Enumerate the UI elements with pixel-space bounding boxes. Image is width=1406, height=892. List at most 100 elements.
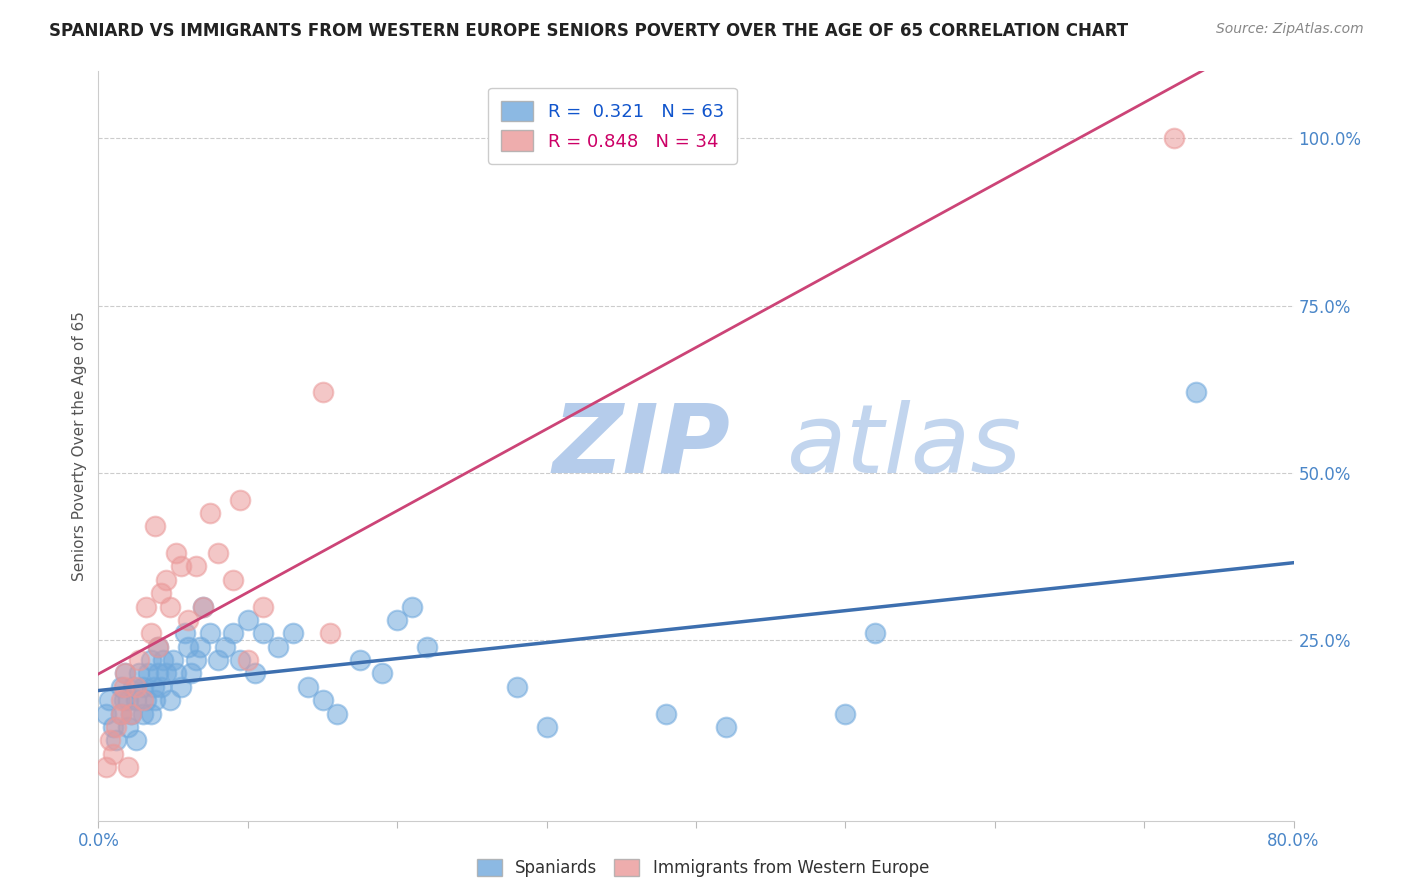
Point [94, 760, 117, 774]
Point [416, 640, 439, 654]
Point [385, 613, 409, 627]
Point [229, 653, 252, 667]
Point [155, 666, 177, 681]
Point [120, 706, 142, 721]
Point [169, 559, 191, 574]
Point [214, 640, 236, 654]
Point [110, 693, 132, 707]
Point [169, 680, 191, 694]
Point [94, 706, 117, 721]
Point [125, 680, 148, 694]
Point [97, 693, 120, 707]
Point [177, 613, 200, 627]
Point [117, 760, 139, 774]
Point [207, 546, 229, 560]
Point [136, 666, 159, 681]
Point [152, 653, 174, 667]
Point [200, 506, 222, 520]
Point [311, 693, 333, 707]
Point [229, 492, 252, 507]
Point [128, 653, 150, 667]
Point [110, 706, 132, 721]
Text: ZIP: ZIP [553, 400, 731, 492]
Point [105, 733, 128, 747]
Point [139, 706, 162, 721]
Point [150, 680, 173, 694]
Point [125, 693, 148, 707]
Point [236, 653, 259, 667]
Point [162, 653, 184, 667]
Point [150, 586, 173, 600]
Point [110, 680, 132, 694]
Point [117, 693, 139, 707]
Point [112, 693, 135, 707]
Point [536, 720, 558, 734]
Point [191, 599, 214, 614]
Point [135, 599, 157, 614]
Point [117, 720, 139, 734]
Point [110, 706, 132, 721]
Point [222, 626, 245, 640]
Legend: R =  0.321   N = 63, R = 0.848   N = 34: R = 0.321 N = 63, R = 0.848 N = 34 [488, 88, 737, 164]
Point [506, 680, 529, 694]
Point [148, 666, 170, 681]
Point [139, 653, 162, 667]
Point [105, 720, 128, 734]
Point [148, 640, 170, 654]
Point [143, 693, 166, 707]
Point [326, 706, 349, 721]
Point [128, 666, 150, 681]
Point [180, 666, 202, 681]
Point [120, 706, 142, 721]
Point [177, 640, 200, 654]
Point [865, 626, 887, 640]
Point [143, 519, 166, 533]
Point [207, 653, 229, 667]
Point [834, 706, 856, 721]
Legend: Spaniards, Immigrants from Western Europe: Spaniards, Immigrants from Western Europ… [471, 852, 935, 884]
Point [401, 599, 423, 614]
Y-axis label: Seniors Poverty Over the Age of 65: Seniors Poverty Over the Age of 65 [72, 311, 87, 581]
Point [714, 720, 737, 734]
Point [200, 626, 222, 640]
Point [1185, 385, 1208, 400]
Point [132, 680, 155, 694]
Point [319, 626, 342, 640]
Point [165, 546, 187, 560]
Point [245, 666, 267, 681]
Point [148, 640, 170, 654]
Point [174, 626, 197, 640]
Point [125, 733, 148, 747]
Point [103, 720, 125, 734]
Point [184, 559, 207, 574]
Point [142, 680, 165, 694]
Point [184, 653, 207, 667]
Text: Source: ZipAtlas.com: Source: ZipAtlas.com [1216, 22, 1364, 37]
Point [159, 693, 181, 707]
Point [165, 666, 187, 681]
Point [188, 640, 211, 654]
Point [222, 573, 245, 587]
Point [132, 693, 155, 707]
Point [267, 640, 290, 654]
Point [121, 680, 143, 694]
Point [114, 666, 136, 681]
Point [139, 626, 162, 640]
Point [114, 666, 136, 681]
Point [191, 599, 214, 614]
Point [371, 666, 394, 681]
Point [655, 706, 678, 721]
Point [159, 599, 181, 614]
Text: atlas: atlas [786, 400, 1021, 492]
Point [236, 613, 259, 627]
Point [155, 573, 177, 587]
Point [132, 706, 155, 721]
Point [135, 693, 157, 707]
Point [252, 626, 274, 640]
Point [349, 653, 371, 667]
Point [1163, 131, 1185, 145]
Point [98, 733, 122, 747]
Point [297, 680, 319, 694]
Point [252, 599, 274, 614]
Point [311, 385, 333, 400]
